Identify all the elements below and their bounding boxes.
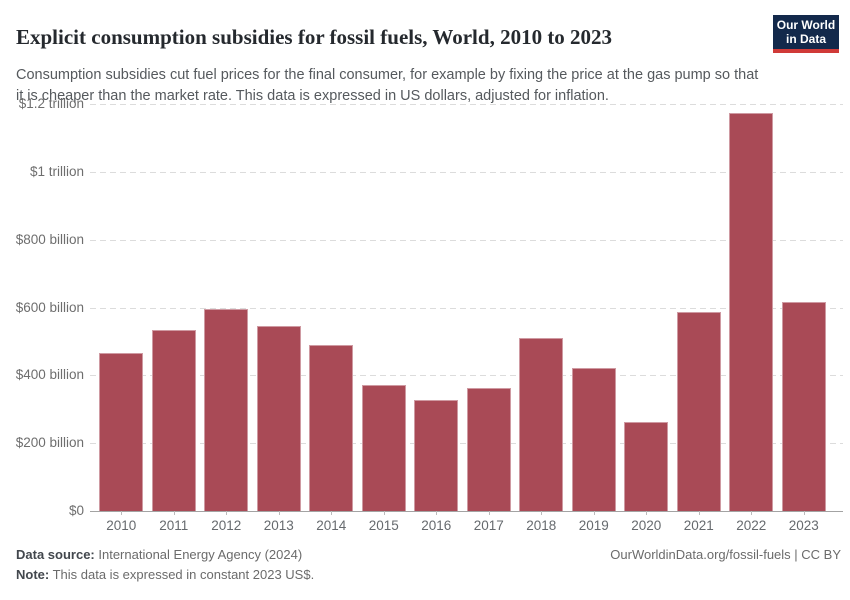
note-text: This data is expressed in constant 2023 … [49, 567, 315, 582]
owid-logo[interactable]: Our World in Data [773, 15, 839, 53]
x-axis-label-2012: 2012 [211, 518, 242, 533]
note-label: Note: [16, 567, 50, 582]
x-axis-label-2021: 2021 [683, 518, 714, 533]
footer-row-2: Note: This data is expressed in constant… [16, 565, 841, 585]
bar-2017[interactable] [466, 387, 511, 511]
page-title: Explicit consumption subsidies for fossi… [16, 25, 613, 50]
bar-2015[interactable] [361, 384, 406, 511]
x-axis-label-2015: 2015 [368, 518, 399, 533]
x-axis-tick [593, 511, 595, 515]
owid-logo-text: Our World in Data [776, 17, 836, 46]
chart-footer: Data source: International Energy Agency… [16, 545, 841, 585]
y-axis-tick-label: $200 billion [15, 435, 84, 451]
x-axis-label-2019: 2019 [578, 518, 609, 533]
x-axis-tick [541, 511, 543, 515]
bar-2010[interactable] [99, 353, 144, 511]
x-axis-label-2018: 2018 [526, 518, 557, 533]
y-gridline [90, 171, 843, 173]
y-axis-tick-label: $0 [68, 503, 84, 518]
y-gridline [90, 239, 843, 241]
y-axis-tick-label: $400 billion [15, 367, 84, 383]
bar-2023[interactable] [781, 302, 826, 511]
chart-subtitle: Consumption subsidies cut fuel prices fo… [16, 66, 759, 105]
bar-2016[interactable] [414, 400, 459, 511]
bar-2012[interactable] [204, 309, 249, 511]
x-axis-tick [698, 511, 700, 515]
x-axis-tick [646, 511, 648, 515]
bar-2019[interactable] [571, 367, 616, 511]
y-axis-tick-label: $1.2 trillion [18, 96, 84, 111]
owid-cc-link[interactable]: OurWorldinData.org/fossil-fuels | CC BY [610, 547, 841, 562]
x-axis-tick [383, 511, 385, 515]
y-gridline [90, 443, 843, 445]
x-axis-label-2022: 2022 [736, 518, 767, 533]
x-axis-tick [121, 511, 123, 515]
x-axis-label-2016: 2016 [421, 518, 452, 533]
bar-2018[interactable] [519, 338, 564, 511]
x-axis-tick [278, 511, 280, 515]
x-axis-tick [331, 511, 333, 515]
y-gridline [90, 307, 843, 309]
x-axis-label-2010: 2010 [106, 518, 137, 533]
x-axis-label-2020: 2020 [631, 518, 662, 533]
x-axis-tick [488, 511, 490, 515]
y-axis-tick-label: $1 trillion [29, 163, 84, 179]
x-axis-tick [226, 511, 228, 515]
y-axis-tick-label: $600 billion [15, 299, 84, 315]
x-axis-tick [436, 511, 438, 515]
bar-2014[interactable] [309, 345, 354, 511]
x-axis-label-2014: 2014 [316, 518, 347, 533]
y-gridline [90, 375, 843, 377]
note-line: Note: This data is expressed in constant… [16, 565, 314, 585]
x-axis-tick [803, 511, 805, 515]
bar-2020[interactable] [624, 422, 669, 511]
x-axis-label-2023: 2023 [788, 518, 819, 533]
x-axis-line [90, 511, 843, 512]
x-axis-label-2017: 2017 [473, 518, 504, 533]
x-axis-tick [751, 511, 753, 515]
bar-2021[interactable] [676, 311, 721, 511]
y-axis-tick-label: $800 billion [15, 231, 84, 247]
bar-2022[interactable] [729, 113, 774, 511]
x-axis-tick [173, 511, 175, 515]
x-axis-label-2011: 2011 [159, 518, 189, 533]
data-source-text: International Energy Agency (2024) [94, 547, 303, 562]
x-axis-label-2013: 2013 [263, 518, 294, 533]
footer-row-1: Data source: International Energy Agency… [16, 545, 841, 565]
bar-2013[interactable] [256, 326, 301, 511]
bar-2011[interactable] [151, 329, 196, 511]
data-source-line: Data source: International Energy Agency… [16, 545, 302, 565]
y-gridline [90, 104, 843, 105]
data-source-label: Data source: [16, 547, 95, 562]
